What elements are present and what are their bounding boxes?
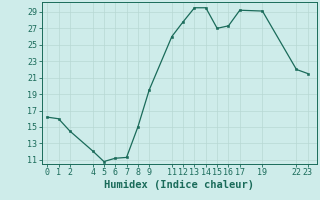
X-axis label: Humidex (Indice chaleur): Humidex (Indice chaleur) [104, 180, 254, 190]
